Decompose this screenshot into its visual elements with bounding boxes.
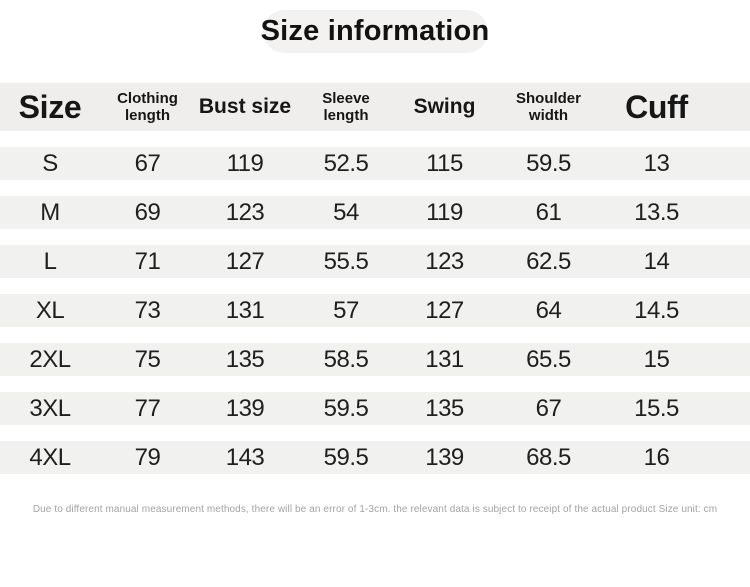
column-header-swing: Swing	[397, 83, 492, 131]
cell-bust-size: 143	[195, 441, 295, 474]
cell-bust-size: 119	[195, 147, 295, 180]
column-header-label: Size	[18, 88, 82, 125]
column-header-bust-size: Bust size	[195, 83, 295, 131]
size-table: Size Clothing length Bust size Sleeve le…	[0, 67, 750, 490]
cell-clothing-length: 77	[100, 392, 195, 425]
cell-sleeve-length: 57	[295, 294, 397, 327]
table-row-l: L 71 127 55.5 123 62.5 14	[0, 245, 750, 278]
column-header-label: Bust size	[198, 95, 292, 118]
cell-bust-size: 139	[195, 392, 295, 425]
cell-size: 3XL	[0, 392, 100, 425]
table-row-xl: XL 73 131 57 127 64 14.5	[0, 294, 750, 327]
cell-cuff: 16	[605, 441, 750, 474]
measurement-disclaimer: Due to different manual measurement meth…	[32, 504, 718, 515]
cell-clothing-length: 69	[100, 196, 195, 229]
cell-sleeve-length: 59.5	[295, 441, 397, 474]
cell-sleeve-length: 58.5	[295, 343, 397, 376]
cell-sleeve-length: 52.5	[295, 147, 397, 180]
page-title-pill: Size information	[260, 10, 490, 53]
cell-swing: 131	[397, 343, 492, 376]
size-information-panel: Size information Size Clothing length Bu…	[0, 10, 750, 587]
column-header-shoulder-width: Shoulder width	[492, 83, 605, 131]
cell-shoulder-width: 59.5	[492, 147, 605, 180]
cell-swing: 127	[397, 294, 492, 327]
table-row-4xl: 4XL 79 143 59.5 139 68.5 16	[0, 441, 750, 474]
cell-swing: 115	[397, 147, 492, 180]
cell-size: XL	[0, 294, 100, 327]
cell-swing: 135	[397, 392, 492, 425]
cell-swing: 119	[397, 196, 492, 229]
cell-shoulder-width: 61	[492, 196, 605, 229]
table-row-3xl: 3XL 77 139 59.5 135 67 15.5	[0, 392, 750, 425]
cell-clothing-length: 79	[100, 441, 195, 474]
column-header-label: length	[125, 107, 170, 124]
cell-bust-size: 127	[195, 245, 295, 278]
column-header-clothing-length: Clothing length	[100, 83, 195, 131]
cell-clothing-length: 73	[100, 294, 195, 327]
cell-size: S	[0, 147, 100, 180]
cell-shoulder-width: 62.5	[492, 245, 605, 278]
column-header-label: Cuff	[625, 88, 688, 125]
column-header-label: Clothing	[117, 89, 178, 107]
page-title: Size information	[260, 15, 490, 47]
column-header-label: Sleeve	[322, 89, 370, 107]
column-header-label: Shoulder	[515, 89, 581, 107]
cell-bust-size: 131	[195, 294, 295, 327]
cell-sleeve-length: 55.5	[295, 245, 397, 278]
cell-sleeve-length: 54	[295, 196, 397, 229]
cell-shoulder-width: 67	[492, 392, 605, 425]
cell-shoulder-width: 64	[492, 294, 605, 327]
cell-shoulder-width: 68.5	[492, 441, 605, 474]
cell-cuff: 13.5	[605, 196, 750, 229]
column-header-label: Swing	[413, 95, 476, 118]
column-header-cuff: Cuff	[605, 83, 750, 131]
cell-clothing-length: 67	[100, 147, 195, 180]
cell-bust-size: 135	[195, 343, 295, 376]
cell-bust-size: 123	[195, 196, 295, 229]
cell-cuff: 14	[605, 245, 750, 278]
cell-clothing-length: 75	[100, 343, 195, 376]
cell-size: M	[0, 196, 100, 229]
cell-sleeve-length: 59.5	[295, 392, 397, 425]
cell-clothing-length: 71	[100, 245, 195, 278]
column-header-label: width	[528, 107, 569, 124]
cell-size: L	[0, 245, 100, 278]
header-row: Size Clothing length Bust size Sleeve le…	[0, 83, 750, 131]
table-row-s: S 67 119 52.5 115 59.5 13	[0, 147, 750, 180]
cell-swing: 123	[397, 245, 492, 278]
cell-swing: 139	[397, 441, 492, 474]
table-row-2xl: 2XL 75 135 58.5 131 65.5 15	[0, 343, 750, 376]
cell-cuff: 15	[605, 343, 750, 376]
cell-cuff: 13	[605, 147, 750, 180]
column-header-sleeve-length: Sleeve length	[295, 83, 397, 131]
cell-size: 4XL	[0, 441, 100, 474]
cell-cuff: 15.5	[605, 392, 750, 425]
column-header-size: Size	[0, 83, 100, 131]
cell-cuff: 14.5	[605, 294, 750, 327]
cell-shoulder-width: 65.5	[492, 343, 605, 376]
column-header-label: length	[323, 107, 369, 124]
cell-size: 2XL	[0, 343, 100, 376]
table-row-m: M 69 123 54 119 61 13.5	[0, 196, 750, 229]
